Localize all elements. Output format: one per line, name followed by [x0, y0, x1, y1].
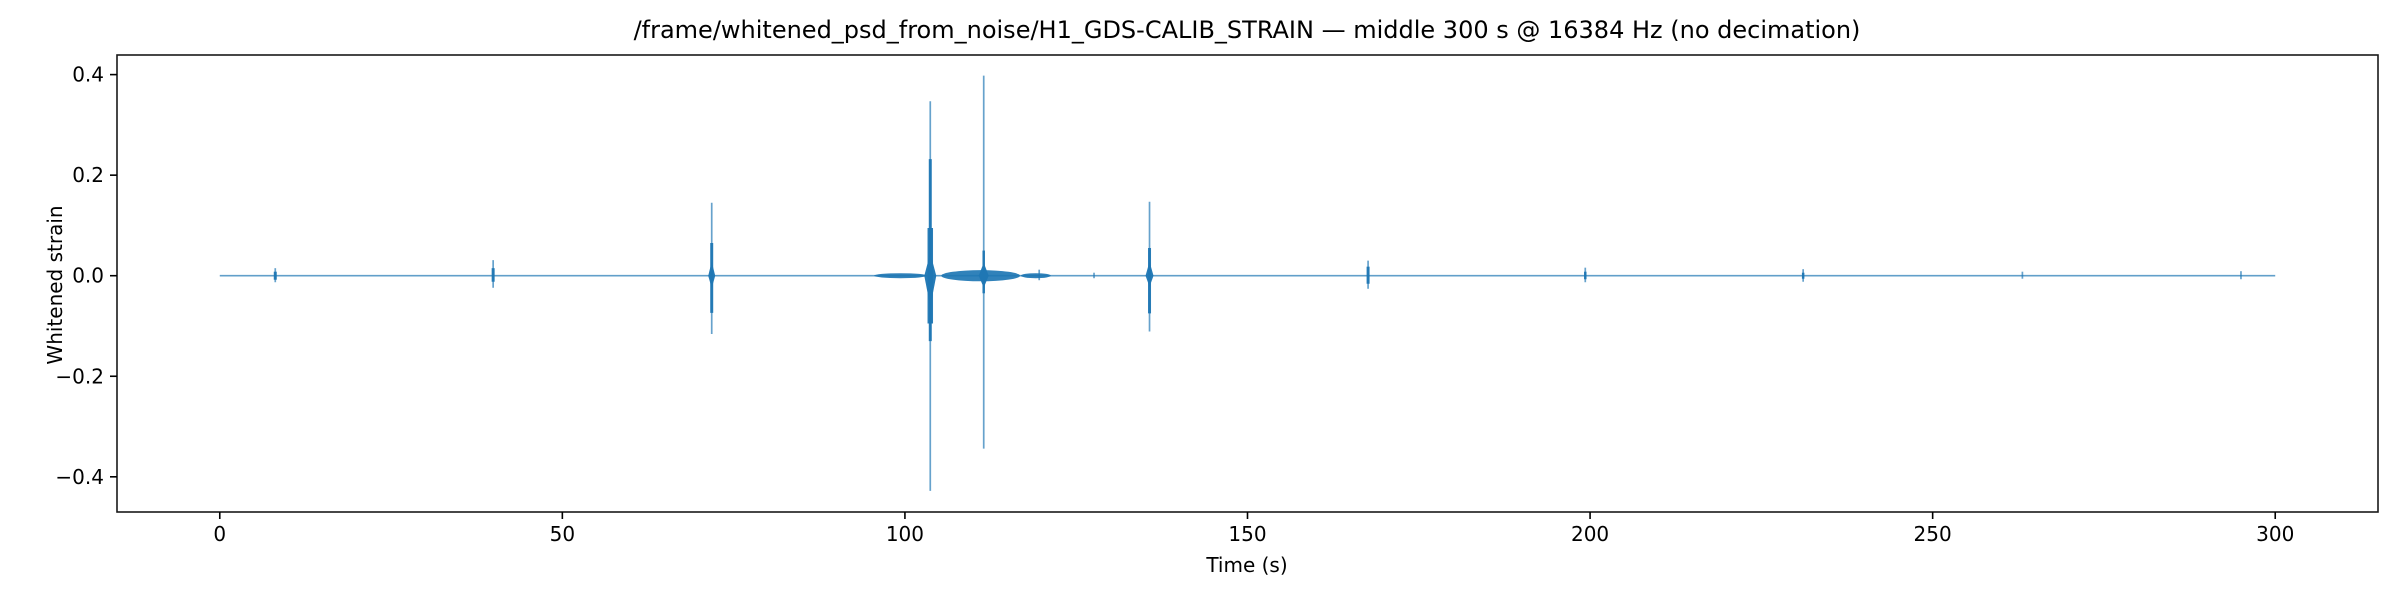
y-tick-label: 0.2 — [72, 163, 104, 187]
spike-blob — [978, 262, 989, 288]
y-tick-label: −0.4 — [55, 465, 104, 489]
spike-blob — [924, 253, 937, 307]
y-tick-label: −0.2 — [55, 364, 104, 388]
y-tick-label: 0.0 — [72, 264, 104, 288]
x-tick-label: 150 — [1228, 522, 1266, 546]
plot-area: 0 50 100 150 200 250 300 0.4 0.2 0.0 −0.2 −0.4 — [55, 54, 2379, 546]
x-tick-label: 250 — [1914, 522, 1952, 546]
x-tick-label: 200 — [1571, 522, 1609, 546]
y-tick-label: 0.4 — [72, 63, 104, 87]
plot-title: /frame/whitened_psd_from_noise/H1_GDS-CA… — [634, 16, 1861, 44]
spike-blob — [708, 261, 716, 289]
spike-blob — [1145, 261, 1154, 287]
x-tick-label: 100 — [886, 522, 924, 546]
x-tick-label: 50 — [550, 522, 575, 546]
axes-spines — [116, 54, 2379, 513]
y-axis-label: Whitened strain — [43, 205, 67, 364]
x-tick-label: 0 — [213, 522, 226, 546]
x-axis-label: Time (s) — [1205, 553, 1287, 577]
x-tick-label: 300 — [2256, 522, 2294, 546]
